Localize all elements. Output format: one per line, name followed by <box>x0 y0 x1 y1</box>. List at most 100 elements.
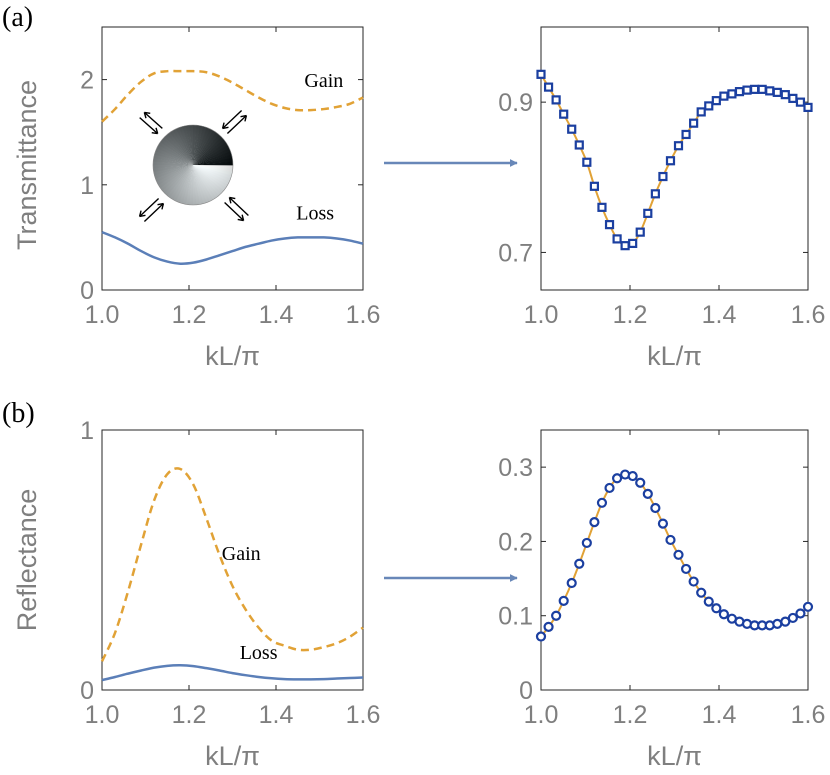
arrow-head <box>228 196 236 204</box>
data-point <box>711 96 721 106</box>
data-point <box>574 140 584 150</box>
data-point <box>757 84 767 94</box>
data-point <box>795 608 806 619</box>
annotation-loss: Loss <box>240 642 278 664</box>
data-point <box>780 90 790 100</box>
x-axis-label: kL/π <box>647 341 702 371</box>
x-axis-label: kL/π <box>205 341 260 371</box>
arrow-shaft <box>139 197 160 217</box>
data-point <box>574 558 585 569</box>
data-point <box>780 616 791 627</box>
y-tick-label: 1 <box>80 417 94 445</box>
data-point <box>650 189 660 199</box>
data-point <box>535 631 547 642</box>
x-tick-label: 1.6 <box>791 301 826 329</box>
data-point <box>795 97 806 107</box>
data-point <box>688 576 699 587</box>
data-point <box>749 84 760 94</box>
annotation-gain: Gain <box>222 543 261 565</box>
arrow-shaft <box>143 111 163 129</box>
arrow-shaft <box>143 203 164 223</box>
data-point <box>589 517 600 528</box>
double-arrow-icon <box>224 196 249 222</box>
data-point <box>719 91 729 101</box>
data-point <box>604 220 615 230</box>
data-point <box>551 95 561 105</box>
data-point <box>543 82 554 92</box>
data-point <box>635 477 646 488</box>
data-point <box>581 537 592 549</box>
series-loss-line <box>101 230 364 265</box>
y-tick-label: 0.1 <box>498 603 533 631</box>
double-arrow-icon <box>138 197 165 223</box>
y-tick-label: 0.2 <box>498 528 533 556</box>
data-point <box>673 549 684 560</box>
plot-frame <box>540 429 809 691</box>
data-point <box>681 129 691 140</box>
data-point <box>604 482 615 494</box>
data-point <box>612 234 622 244</box>
spiral-phase-disc-icon <box>138 109 249 223</box>
disc-rim <box>152 124 234 206</box>
x-tick-label: 1.0 <box>524 301 559 329</box>
arrow-head <box>157 202 165 210</box>
x-tick-label: 1.4 <box>702 701 737 729</box>
data-point <box>718 609 729 620</box>
data-point <box>665 156 676 166</box>
data-point <box>643 208 653 218</box>
panel-label-b: (b) <box>2 398 35 429</box>
data-point <box>658 171 668 182</box>
arrow-head <box>138 210 146 218</box>
x-axis-label: kL/π <box>647 741 702 771</box>
data-point <box>582 157 592 167</box>
arrow-head <box>151 127 159 135</box>
data-point <box>567 124 577 134</box>
data-point <box>589 181 600 191</box>
data-point <box>673 141 684 151</box>
chart-b-right: 1.0 1.2 1.4 1.6 0 0.1 0.2 0.3 kL/π <box>498 429 826 771</box>
double-arrow-icon <box>221 109 248 135</box>
arrow-shaft <box>222 109 243 129</box>
data-point <box>711 603 722 614</box>
data-point <box>559 109 569 119</box>
y-tick-label: 0 <box>80 277 94 305</box>
double-arrow-icon <box>139 111 163 135</box>
chart-a-right: 1.0 1.2 1.4 1.6 0.7 0.9 kL/π <box>498 26 826 371</box>
y-tick-label: 1 <box>80 172 94 200</box>
y-axis-label: Transmittance <box>12 80 42 250</box>
arrow-head <box>237 214 245 222</box>
data-point <box>802 601 814 612</box>
data-point <box>772 87 782 97</box>
data-point <box>696 587 707 598</box>
data-point <box>734 87 745 97</box>
data-point <box>536 69 546 79</box>
x-axis-label: kL/π <box>205 741 260 771</box>
data-point <box>627 470 638 482</box>
series-gain-line <box>100 467 364 662</box>
data-point <box>657 518 669 529</box>
data-point <box>803 102 813 113</box>
x-tick-label: 1.4 <box>259 301 294 329</box>
arrow-head <box>221 122 229 130</box>
arrow-head <box>240 114 248 122</box>
data-point <box>620 241 630 251</box>
y-axis-label: Reflectance <box>12 489 42 632</box>
data-point <box>628 238 638 249</box>
x-tick-label: 1.0 <box>85 701 120 729</box>
annotation-loss: Loss <box>296 203 334 225</box>
x-tick-label: 1.6 <box>346 301 381 329</box>
disc-shade <box>153 125 233 205</box>
x-tick-label: 1.2 <box>613 301 648 329</box>
data-point <box>787 612 798 624</box>
data-point <box>566 577 577 589</box>
data-point <box>635 227 645 237</box>
plot-frame <box>101 429 364 691</box>
data-point <box>543 621 554 632</box>
annotation-gain: Gain <box>304 70 343 92</box>
data-point <box>689 118 699 128</box>
arrow-head <box>143 111 151 119</box>
y-tick-label: 0.3 <box>498 454 533 482</box>
data-point <box>596 497 608 508</box>
x-tick-label: 1.6 <box>791 701 826 729</box>
